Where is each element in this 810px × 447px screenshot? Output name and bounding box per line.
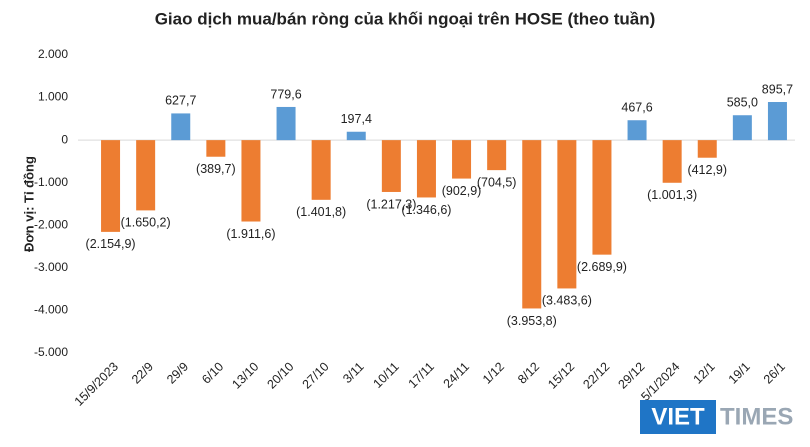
value-label: (1.650,2) [121, 216, 171, 230]
x-tick-label: 29/12 [615, 360, 647, 392]
value-label: (3.953,8) [507, 314, 557, 328]
bar [732, 115, 752, 141]
watermark: VIET [651, 403, 705, 430]
value-label: (1.911,6) [226, 227, 275, 241]
value-label: 197,4 [341, 112, 372, 126]
bar [101, 140, 121, 232]
y-tick-label: 2.000 [38, 47, 68, 61]
bar [136, 140, 156, 211]
bar [697, 140, 717, 158]
bar [381, 140, 401, 192]
x-tick-label: 24/11 [441, 360, 472, 391]
x-tick-label: 12/1 [691, 360, 718, 387]
x-tick-label: 6/10 [199, 360, 226, 387]
bar [346, 131, 366, 141]
value-label: (3.483,6) [542, 294, 592, 308]
bar [276, 106, 296, 141]
x-tick-label: 1/12 [480, 360, 507, 387]
bar [206, 140, 226, 157]
value-label: (1.217,3) [366, 197, 416, 211]
x-tick-label: 15/9/2023 [72, 360, 121, 409]
x-tick-label: 5/1/2024 [638, 360, 682, 404]
y-tick-label: 0 [61, 132, 68, 146]
x-tick-label: 29/9 [164, 360, 191, 387]
x-tick-label: 15/12 [545, 360, 577, 392]
bar [557, 140, 577, 289]
value-label: (412,9) [687, 163, 727, 177]
watermark-box [640, 400, 716, 434]
value-label: (1.346,6) [401, 203, 451, 217]
x-tick-label: 20/10 [264, 360, 296, 392]
y-tick-label: -1.000 [34, 175, 68, 189]
bar [592, 140, 612, 255]
value-label: 585,0 [727, 96, 758, 110]
bar [662, 140, 682, 183]
value-label: (902,9) [442, 184, 482, 198]
x-tick-label: 22/12 [580, 360, 612, 392]
bar [627, 120, 647, 141]
chart-title: Giao dịch mua/bán ròng của khối ngoại tr… [155, 9, 656, 28]
x-tick-label: 17/11 [406, 360, 437, 391]
value-label: 895,7 [762, 82, 793, 96]
value-label: 467,6 [621, 101, 652, 115]
watermark: TIMES [720, 403, 793, 430]
bar [487, 140, 507, 171]
y-tick-label: -3.000 [34, 260, 68, 274]
x-tick-label: 26/1 [761, 360, 788, 387]
x-tick-label: 22/9 [129, 360, 156, 387]
bar [416, 140, 436, 198]
x-tick-label: 19/1 [726, 360, 753, 387]
y-tick-label: 1.000 [38, 90, 68, 104]
value-label: (2.154,9) [86, 237, 136, 251]
value-label: (1.001,3) [647, 188, 697, 202]
x-tick-label: 27/10 [300, 360, 332, 392]
y-tick-label: -2.000 [34, 217, 68, 231]
y-axis-label: Đơn vị: Tỉ đồng [21, 156, 36, 252]
value-label: (1.401,8) [296, 205, 346, 219]
value-label: (704,5) [477, 175, 517, 189]
bar [311, 140, 331, 200]
bar [241, 140, 261, 222]
x-tick-label: 3/11 [340, 360, 366, 386]
value-label: (2.689,9) [577, 260, 627, 274]
bar [522, 140, 542, 309]
x-tick-label: 13/10 [229, 360, 261, 392]
bar [171, 113, 191, 141]
value-label: 627,7 [165, 94, 196, 108]
y-tick-label: -4.000 [34, 303, 68, 317]
x-tick-label: 10/11 [370, 360, 401, 391]
bar [767, 102, 787, 141]
bar [452, 140, 472, 179]
value-label: (389,7) [196, 162, 236, 176]
x-tick-label: 8/12 [515, 360, 542, 387]
value-label: 779,6 [270, 87, 301, 101]
y-tick-label: -5.000 [34, 345, 68, 359]
